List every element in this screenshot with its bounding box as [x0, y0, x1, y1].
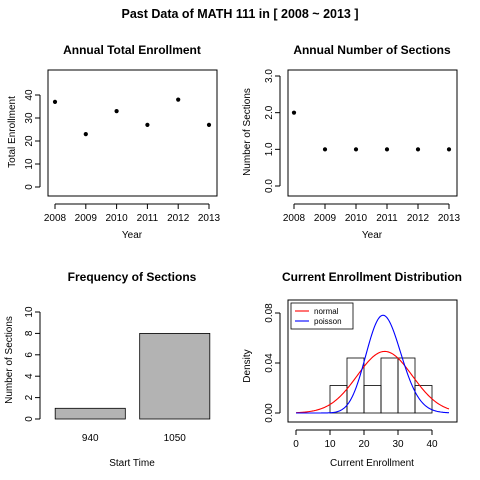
y-tick-label: 10: [24, 306, 35, 318]
x-tick-label: 2013: [438, 213, 461, 224]
x-tick-label: 0: [293, 439, 299, 450]
chart-panel-enrollment-distribution: Current Enrollment Distribution Current …: [242, 270, 462, 469]
x-axis-label: Start Time: [109, 458, 155, 469]
y-tick-label: 6: [24, 352, 35, 358]
x-axis-label: Current Enrollment: [330, 458, 414, 469]
x-tick-label: 2012: [167, 213, 190, 224]
bar: [54, 407, 126, 420]
plot-frame: [287, 69, 458, 197]
y-axis-label: Total Enrollment: [7, 96, 18, 168]
x-axis-label: Year: [362, 230, 383, 241]
data-point: [384, 147, 390, 152]
y-tick-label: 8: [24, 330, 35, 336]
x-tick-label: 1050: [164, 433, 187, 444]
y-tick-label: 0.0: [264, 179, 275, 193]
data-point: [206, 122, 212, 127]
histogram-bin: [380, 357, 399, 414]
y-axis-label: Number of Sections: [4, 316, 15, 404]
y-tick-label: 20: [24, 135, 35, 147]
plot-frame: [287, 299, 458, 423]
x-tick-label: 20: [358, 439, 370, 450]
y-tick-label: 0.04: [264, 353, 275, 373]
data-point: [415, 147, 421, 152]
density-curve-poisson: [296, 314, 450, 414]
y-tick-label: 0.00: [264, 403, 275, 423]
y-tick-label: 0.08: [264, 303, 275, 323]
data-point: [322, 147, 328, 152]
density-curve-normal: [295, 350, 450, 414]
data-point: [446, 147, 452, 152]
x-tick-label: 2011: [376, 213, 398, 224]
chart-panel-annual-sections: Annual Number of Sections Year Number of…: [242, 43, 451, 241]
y-tick-label: 4: [24, 373, 35, 379]
data-point: [52, 99, 58, 104]
bar: [139, 332, 211, 420]
x-tick-label: 2008: [283, 213, 306, 224]
legend-box: [290, 302, 354, 330]
x-tick-label: 30: [392, 439, 404, 450]
data-point: [145, 122, 150, 127]
x-tick-label: 2009: [75, 213, 98, 224]
data-point: [176, 97, 181, 102]
x-axis-label: Year: [122, 230, 143, 241]
histogram-bin: [363, 385, 382, 414]
x-tick-label: 940: [82, 433, 99, 444]
chart-panel-annual-enrollment: Annual Total Enrollment Year Total Enrol…: [7, 43, 201, 241]
data-point: [353, 147, 359, 152]
data-point: [291, 110, 297, 115]
x-tick-label: 10: [324, 439, 336, 450]
panel-title: Frequency of Sections: [68, 270, 197, 284]
y-axis-label: Number of Sections: [242, 88, 253, 176]
x-tick-label: 2013: [198, 213, 221, 224]
legend-entry: normal: [314, 307, 339, 316]
y-tick-label: 0: [24, 416, 35, 422]
histogram-bin: [329, 385, 348, 414]
y-axis-label: Density: [242, 349, 253, 382]
x-tick-label: 2012: [407, 213, 430, 224]
data-point: [83, 132, 88, 137]
y-tick-label: 3.0: [264, 69, 275, 83]
panel-title: Current Enrollment Distribution: [282, 270, 462, 284]
y-tick-label: 40: [24, 89, 35, 101]
x-tick-label: 2011: [137, 213, 159, 224]
x-tick-label: 40: [426, 439, 438, 450]
panel-title: Annual Total Enrollment: [63, 43, 201, 57]
y-tick-label: 30: [24, 112, 35, 124]
chart-panel-section-frequency: Frequency of Sections Start Time Number …: [4, 270, 197, 469]
legend-entry: poisson: [314, 317, 342, 326]
y-tick-label: 0: [24, 184, 35, 190]
y-tick-label: 2.0: [264, 105, 275, 119]
plot-frame: [47, 69, 218, 197]
figure-title: Past Data of MATH 111 in [ 2008 ~ 2013 ]: [121, 7, 358, 21]
x-tick-label: 2010: [105, 213, 128, 224]
y-tick-label: 10: [24, 158, 35, 170]
x-tick-label: 2010: [345, 213, 368, 224]
panel-title: Annual Number of Sections: [293, 43, 451, 57]
data-point: [114, 109, 119, 114]
y-tick-label: 1.0: [264, 142, 275, 156]
x-tick-label: 2009: [314, 213, 337, 224]
x-tick-label: 2008: [44, 213, 67, 224]
y-tick-label: 2: [24, 394, 35, 400]
